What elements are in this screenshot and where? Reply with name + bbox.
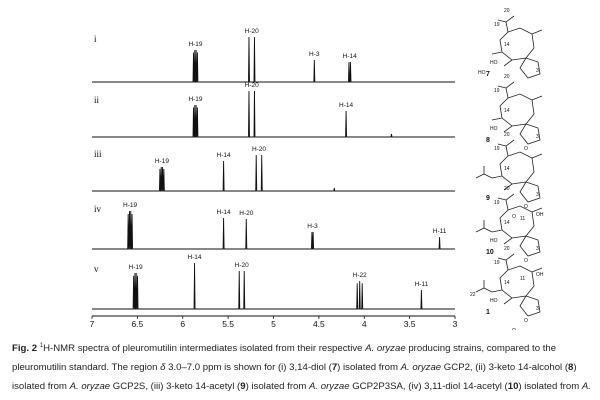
structure-atom-label: 14 — [504, 108, 510, 114]
x-tick-label: 4.5 — [313, 319, 325, 329]
figure-label: Fig. 2 — [12, 343, 38, 355]
structure-atom-label: 11 — [520, 216, 525, 222]
structure-atom-label: 20 — [504, 246, 510, 252]
structure-1: 20 19 11 14 3 OH 22 HO O O 1 — [470, 246, 544, 330]
spectrum-trace-ii — [92, 90, 455, 138]
structure-atom-label: 20 — [504, 132, 510, 138]
peak-label-h-19: H-19 — [188, 96, 202, 103]
peak-label-h-14: H-14 — [217, 209, 231, 216]
peak-label-h-14: H-14 — [217, 152, 231, 159]
peak-label-h-20: H-20 — [235, 262, 249, 269]
peak-label-h-11: H-11 — [433, 228, 447, 235]
structure-atom-label: 3 — [536, 192, 539, 198]
structure-atom-label: O — [524, 318, 528, 324]
structure-atom-label: 14 — [504, 42, 510, 48]
spectrum-trace-i — [92, 36, 455, 83]
structure-atom-label: 3 — [536, 68, 539, 74]
spectrum-trace-iii — [92, 154, 455, 192]
structure-atom-label: 22 — [470, 292, 476, 298]
nmr-figure: i H-19 H-20 H-3 H-14 ii H-19 H-20 H-14 iii H-19 H-1… — [90, 8, 544, 330]
structure-atom-label: 14 — [504, 280, 510, 286]
compound-number-10: 10 — [486, 249, 494, 256]
compound-number-9: 9 — [486, 195, 490, 202]
structure-7: 20 19 14 3 HO HO 7 — [478, 8, 543, 79]
structure-atom-label: O — [512, 328, 516, 330]
peak-label-h-11: H-11 — [415, 281, 429, 288]
structure-atom-label: 3 — [536, 134, 539, 140]
structure-atom-label: HO — [490, 238, 498, 244]
peak-label-h-3: H-3 — [307, 223, 318, 230]
spectrum-label-ii: ii — [94, 95, 100, 105]
peak-label-h-14: H-14 — [187, 254, 201, 261]
structure-atom-label: 19 — [494, 260, 500, 266]
structure-atom-label: 20 — [504, 74, 510, 80]
compound-number-1: 1 — [486, 309, 490, 316]
structure-atom-label: 11 — [520, 276, 525, 282]
spectrum-trace-iv — [92, 210, 455, 250]
structure-atom-label: OH — [536, 272, 544, 278]
structure-atom-label: HO — [490, 60, 498, 66]
spectrum-label-v: v — [94, 264, 99, 274]
structure-atom-label: 14 — [504, 220, 510, 226]
peak-label-h-19: H-19 — [188, 41, 202, 48]
compound-number-7: 7 — [486, 71, 490, 78]
structure-8: 20 19 14 3 HO O 8 — [486, 74, 543, 152]
compound-number-8: 8 — [486, 137, 490, 144]
peak-label-h-14: H-14 — [343, 53, 357, 60]
x-tick-label: 5.5 — [222, 319, 234, 329]
peak-label-h-3: H-3 — [309, 51, 320, 58]
peak-label-h-19: H-19 — [129, 264, 143, 271]
structure-atom-label: 19 — [494, 146, 500, 152]
peak-label-h-19: H-19 — [123, 202, 137, 209]
structure-atom-label: HO — [490, 126, 498, 132]
spectrum-label-iii: iii — [94, 149, 102, 159]
structure-atom-label: 3 — [536, 246, 539, 252]
structure-atom-label: HO — [478, 70, 486, 76]
figure-caption: Fig. 2 1H-NMR spectra of pleuromutilin i… — [12, 343, 591, 393]
spectrum-label-iv: iv — [94, 204, 102, 214]
x-tick-label: 6 — [180, 319, 185, 329]
peak-label-h-20: H-20 — [252, 146, 266, 153]
structure-atom-label: 3 — [536, 306, 539, 312]
peak-label-h-20: H-20 — [245, 82, 259, 89]
spectrum-label-i: i — [94, 34, 97, 44]
x-tick-label: 3 — [453, 319, 458, 329]
structure-9: 20 19 14 3 O O 9 — [475, 132, 543, 220]
x-tick-label: 4 — [362, 319, 367, 329]
peak-label-h-14: H-14 — [339, 102, 353, 109]
structure-atom-label: O — [524, 204, 528, 210]
x-tick-label: 6.5 — [131, 319, 143, 329]
structure-atom-label: 20 — [504, 8, 510, 14]
spectrum-trace-v — [92, 262, 455, 310]
peak-label-h-19: H-19 — [155, 158, 169, 165]
structure-atom-label: 19 — [494, 200, 500, 206]
x-tick-label: 5 — [271, 319, 276, 329]
structure-10: 20 19 11 14 3 OH O HO 10 — [475, 186, 544, 264]
x-axis-title: δ (ppm) — [259, 328, 288, 330]
structure-atom-label: 14 — [504, 166, 510, 172]
structure-atom-label: HO — [490, 298, 498, 304]
structure-atom-label: 20 — [504, 186, 510, 192]
x-tick-label: 3.5 — [404, 319, 416, 329]
x-tick-label: 7 — [90, 319, 95, 329]
structure-atom-label: O — [512, 214, 516, 220]
structure-atom-label: 19 — [494, 22, 500, 28]
structure-atom-label: OH — [536, 212, 544, 218]
caption-superscript: 1 — [39, 343, 44, 349]
nmr-spectra-plot: i H-19 H-20 H-3 H-14 ii H-19 H-20 H-14 iii H-19 H-1… — [90, 8, 544, 330]
peak-label-h-20: H-20 — [245, 28, 259, 35]
structure-atom-label: O — [524, 258, 528, 264]
structure-atom-label: O — [524, 146, 528, 152]
structure-atom-label: 19 — [494, 88, 500, 94]
peak-label-h-20: H-20 — [239, 210, 253, 217]
peak-label-h-22: H-22 — [353, 272, 367, 279]
